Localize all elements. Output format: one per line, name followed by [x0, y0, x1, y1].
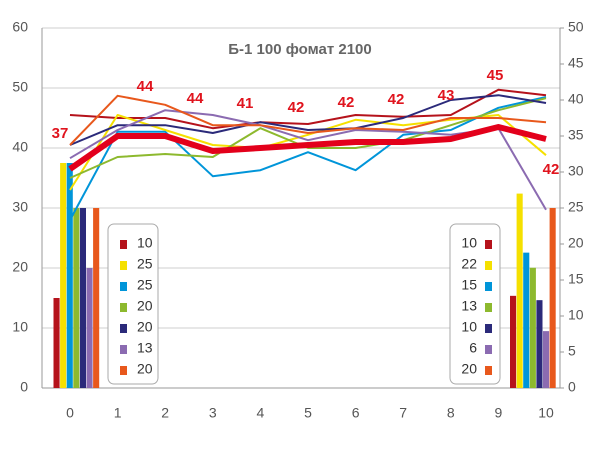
x-tick-label: 3: [209, 405, 217, 421]
x-tick-label: 0: [66, 405, 74, 421]
legend: 10 25 25 20 20 13 20: [107, 223, 159, 385]
bar: [79, 208, 86, 388]
x-tick-label: 10: [538, 405, 554, 421]
bar: [53, 298, 60, 388]
legend-label: 15: [461, 277, 477, 293]
bar: [73, 208, 80, 388]
x-tick-label: 7: [399, 405, 407, 421]
y-tick-label: 0: [20, 379, 28, 395]
legend-swatch: [120, 261, 127, 270]
legend-swatch: [120, 366, 127, 375]
y2-tick-label: 35: [568, 127, 584, 143]
legend-swatch: [120, 324, 127, 333]
data-label: 45: [487, 67, 504, 84]
bar: [86, 268, 93, 388]
legend-swatch: [485, 345, 492, 354]
legend-label: 25: [137, 277, 153, 293]
legend-swatch: [485, 366, 492, 375]
y-tick-label: 10: [12, 319, 28, 335]
y-tick-label: 40: [12, 139, 28, 155]
bar: [523, 252, 530, 388]
y2-tick-label: 5: [568, 343, 576, 359]
data-label: 42: [288, 99, 305, 116]
legend-swatch: [120, 303, 127, 312]
bar: [66, 163, 73, 388]
legend-label: 6: [469, 340, 477, 356]
legend-swatch: [120, 240, 127, 249]
x-tick-label: 8: [447, 405, 455, 421]
x-tick-label: 5: [304, 405, 312, 421]
legend-swatch: [120, 282, 127, 291]
y2-tick-label: 20: [568, 235, 584, 251]
legend-label: 13: [137, 340, 153, 356]
legend-swatch: [485, 261, 492, 270]
data-label: 44: [187, 90, 204, 107]
legend: 10 22 15 13 10 6 20: [449, 223, 501, 385]
data-label: 42: [338, 94, 355, 111]
line: [69, 94, 547, 146]
y2-tick-label: 0: [568, 379, 576, 395]
legend-label: 10: [461, 235, 477, 251]
x-tick-label: 4: [257, 405, 265, 421]
line: [69, 94, 547, 146]
legend-label: 13: [461, 298, 477, 314]
x-tick-label: 1: [114, 405, 122, 421]
legend-label: 10: [461, 319, 477, 335]
data-label: 42: [543, 161, 560, 178]
x-tick-label: 9: [495, 405, 503, 421]
legend-label: 22: [461, 256, 477, 272]
y2-tick-label: 25: [568, 199, 584, 215]
legend-swatch: [120, 345, 127, 354]
y-tick-label: 20: [12, 259, 28, 275]
legend-label: 10: [137, 235, 153, 251]
bar: [60, 163, 67, 388]
legend-swatch: [485, 240, 492, 249]
data-label: 37: [52, 125, 69, 142]
y2-tick-label: 10: [568, 307, 584, 323]
y-tick-label: 60: [12, 19, 28, 35]
y2-tick-label: 50: [568, 19, 584, 35]
thick-line: [68, 124, 547, 172]
data-label: 43: [438, 87, 455, 104]
line: [69, 88, 547, 130]
x-tick-label: 6: [352, 405, 360, 421]
y-tick-label: 30: [12, 199, 28, 215]
legend-label: 20: [137, 319, 153, 335]
y2-tick-label: 30: [568, 163, 584, 179]
y2-tick-label: 40: [568, 91, 584, 107]
legend-swatch: [485, 282, 492, 291]
bar: [516, 193, 523, 388]
bar: [93, 208, 100, 388]
data-label: 41: [237, 95, 254, 112]
bar: [510, 295, 517, 388]
y2-tick-label: 45: [568, 55, 584, 71]
line: [69, 96, 547, 221]
bar: [549, 208, 556, 388]
legend-swatch: [485, 303, 492, 312]
legend-label: 20: [137, 361, 153, 377]
legend-swatch: [485, 324, 492, 333]
bar: [536, 300, 543, 388]
bar: [543, 331, 550, 388]
legend-label: 25: [137, 256, 153, 272]
x-tick-label: 2: [161, 405, 169, 421]
y2-tick-label: 15: [568, 271, 584, 287]
data-label: 42: [388, 91, 405, 108]
bar: [529, 267, 536, 388]
legend-label: 20: [461, 361, 477, 377]
y-tick-label: 50: [12, 79, 28, 95]
legend-label: 20: [137, 298, 153, 314]
chart-title: Б-1 100 фомат 2100: [228, 41, 372, 58]
data-label: 44: [137, 78, 154, 95]
